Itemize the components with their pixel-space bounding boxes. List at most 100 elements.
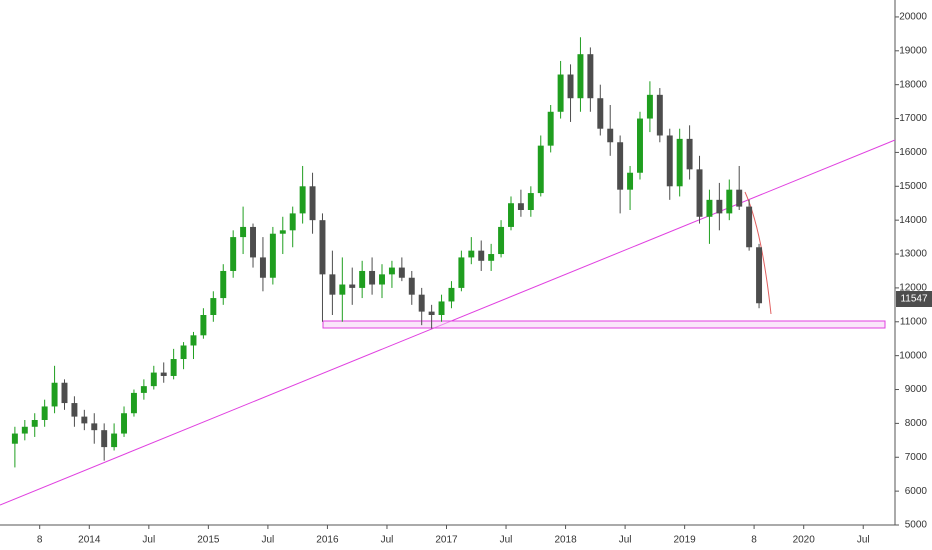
price-label: 11547 [900,294,928,305]
candle-body [81,416,88,424]
x-tick-label: Jul [381,535,394,546]
candle-body [111,433,118,448]
candle-body [567,74,574,99]
candle-body [418,294,425,312]
x-tick-label: 2015 [197,535,220,546]
candle-body [200,315,207,336]
candle-body [339,284,346,295]
candle-body [617,142,624,190]
y-tick-label: 10000 [899,350,927,361]
candle-body [11,433,18,444]
candle-body [646,94,653,119]
y-tick-label: 6000 [905,486,928,497]
x-tick-label: Jul [619,535,632,546]
candle-body [637,118,643,173]
candle-body [289,213,296,231]
y-tick-label: 5000 [905,520,928,531]
candle-body [696,169,703,217]
support-zone [322,320,886,329]
x-tick-label: 2019 [674,535,697,546]
y-tick-label: 13000 [899,249,927,260]
candle-body [547,111,554,146]
candle-body [41,406,48,420]
y-tick-label: 18000 [899,79,927,90]
candle-body [21,426,28,434]
y-tick-label: 7000 [905,452,928,463]
candle-body [140,386,147,393]
y-tick-label: 8000 [905,418,928,429]
candle-body [726,189,733,214]
candle-body [736,189,743,207]
x-tick-label: 2020 [793,535,816,546]
candle-body [31,420,38,427]
candle-body [359,270,366,288]
candle-body [557,74,564,112]
candle-body [240,226,247,238]
candle-body [517,203,524,210]
x-tick-label: Jul [500,535,513,546]
x-tick-label: 8 [37,535,43,546]
candle-body [279,230,286,234]
candle-body [686,138,693,170]
x-tick-label: 2017 [435,535,458,546]
candle-body [170,359,177,376]
candle-body [676,138,683,187]
x-tick-label: 2016 [316,535,339,546]
y-tick-label: 14000 [899,215,927,226]
candle-body [508,203,514,227]
candle-body [746,206,753,248]
candle-body [250,226,256,258]
candle-body [210,298,217,315]
candle-body [458,257,465,288]
candle-body [706,199,713,217]
candle-body [71,403,78,417]
x-tick-label: Jul [857,535,870,546]
candle-body [269,233,276,278]
candles [11,37,763,468]
candle-body [51,382,58,407]
candle-body [61,382,68,404]
candle-body [498,226,505,255]
candle-body [656,94,663,136]
candle-body [478,250,485,261]
price-label-box [896,291,932,307]
x-tick-label: 2014 [78,535,101,546]
candle-body [230,237,237,271]
y-tick-label: 12000 [899,283,927,294]
x-tick-label: Jul [142,535,155,546]
candle-body [388,267,395,275]
x-tick-label: 2018 [554,535,577,546]
x-tick-label: 8 [751,535,757,546]
candle-body [468,250,475,258]
candle-body [160,372,167,376]
candle-body [101,430,108,448]
candle-body [150,372,157,387]
candle-body [319,220,326,275]
y-tick-label: 17000 [899,113,927,124]
x-tick-label: Jul [262,535,275,546]
candle-body [597,98,604,129]
candle-body [607,128,614,143]
candle-body [428,311,435,315]
candle-body [259,257,266,278]
y-tick-label: 16000 [899,147,927,158]
candle-body [130,392,137,414]
candle-body [666,135,673,187]
candle-body [408,277,415,295]
candle-body [329,274,336,295]
candle-body [309,186,316,221]
candle-body [180,345,187,360]
y-tick-label: 19000 [899,45,927,56]
candle-body [577,54,584,99]
candle-body [527,193,534,210]
candle-body [299,186,306,214]
candle-body [379,274,385,285]
candle-body [716,199,723,214]
candle-body [488,254,495,261]
candle-body [448,287,455,302]
candle-body [587,54,594,99]
y-tick-label: 11000 [900,316,928,327]
candle-body [349,284,356,288]
